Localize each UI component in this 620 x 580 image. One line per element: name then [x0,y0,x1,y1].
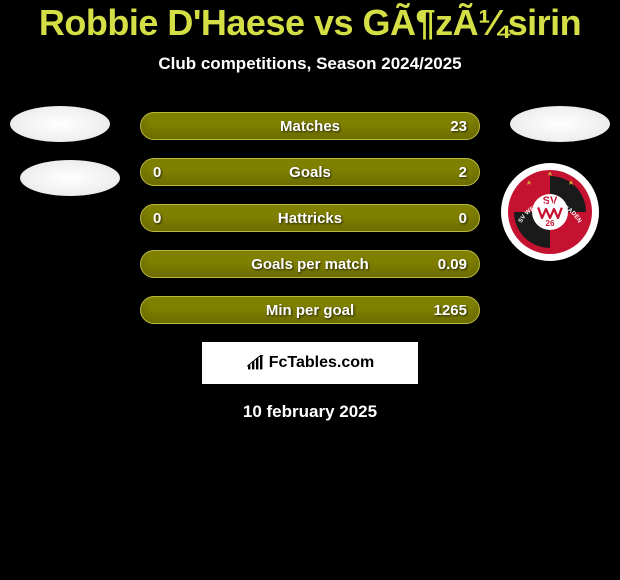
stat-right-value: 0 [459,210,467,227]
stat-label: Goals per match [251,256,369,273]
player2-club-logo: SV 26 SV WEHEN WIESBADEN [500,162,600,267]
page-title: Robbie D'Haese vs GÃ¶zÃ¼sirin [0,2,620,44]
player2-logo-1 [510,106,610,142]
stat-left-value: 0 [153,164,161,181]
fctables-label: FcTables.com [269,354,375,372]
stat-row-goals: 0 Goals 2 [140,158,480,186]
stat-label: Hattricks [278,210,342,227]
stat-right-value: 0.09 [438,256,467,273]
player1-logo-2 [20,160,120,196]
stat-right-value: 1265 [434,302,467,319]
stat-row-min-per-goal: Min per goal 1265 [140,296,480,324]
wiesbaden-logo-icon: SV 26 SV WEHEN WIESBADEN [500,162,600,262]
subtitle: Club competitions, Season 2024/2025 [0,54,620,74]
stat-right-value: 23 [450,118,467,135]
date-label: 10 february 2025 [0,402,620,422]
svg-text:26: 26 [546,219,555,228]
main-container: Robbie D'Haese vs GÃ¶zÃ¼sirin Club compe… [0,0,620,422]
stat-right-value: 2 [459,164,467,181]
stat-left-value: 0 [153,210,161,227]
chart-icon [246,355,266,371]
player1-logo-1 [10,106,110,142]
stat-row-goals-per-match: Goals per match 0.09 [140,250,480,278]
stat-row-hattricks: 0 Hattricks 0 [140,204,480,232]
stat-label: Min per goal [266,302,354,319]
stat-row-matches: Matches 23 [140,112,480,140]
stat-label: Goals [289,164,331,181]
fctables-badge: FcTables.com [202,342,418,384]
stat-label: Matches [280,118,340,135]
stats-area: SV 26 SV WEHEN WIESBADEN Matches 23 0 Go… [0,112,620,324]
